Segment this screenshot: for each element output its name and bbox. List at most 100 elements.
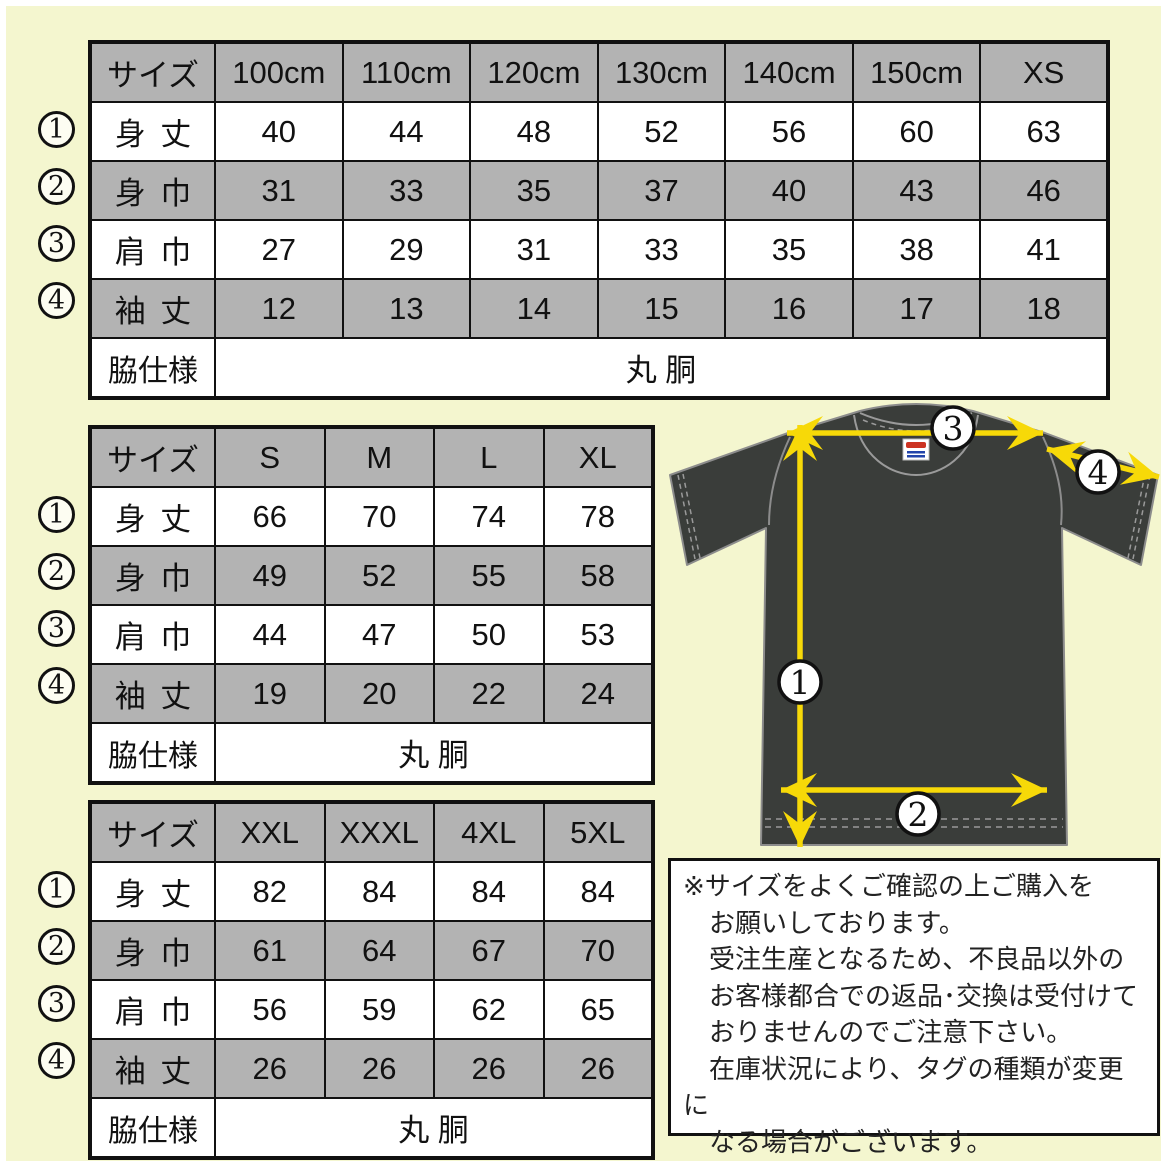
row-marker-1: 1 [38,111,75,148]
row-marker-2: 2 [38,168,75,205]
size-value: 50 [433,604,545,665]
side-spec-value: 丸 胴 [214,1097,654,1159]
row-marker-2: 2 [38,553,75,590]
size-value: 16 [724,278,854,339]
size-value: 37 [596,160,727,221]
neck-tag [902,438,930,461]
size-value: 84 [542,861,654,922]
size-value: 56 [724,101,854,162]
callout-3: 3 [930,405,976,451]
row-markers: 1 2 3 4 [4,40,75,400]
row-label: 袖 丈 [89,663,216,724]
size-value: 35 [469,160,599,221]
row-marker-1: 1 [38,496,75,533]
row-markers: 1 2 3 4 [4,800,75,1160]
row-label: 肩 巾 [89,979,216,1040]
size-value: 58 [542,545,654,606]
size-value: 46 [979,160,1109,221]
size-value: 82 [214,861,326,922]
size-column-header: 5XL [542,801,654,863]
callout-2: 2 [895,791,941,837]
size-value: 19 [214,663,326,724]
size-value: 26 [542,1038,654,1099]
size-value: 62 [433,979,545,1040]
size-header-label: サイズ [89,41,216,103]
row-label: 袖 丈 [89,1038,216,1099]
size-value: 31 [469,219,599,280]
row-marker-4: 4 [38,282,75,319]
size-value: 63 [979,101,1109,162]
row-label: 身 丈 [89,101,216,162]
size-column-header: XXXL [323,801,435,863]
row-label: 身 巾 [89,920,216,981]
side-spec-label: 脇仕様 [89,1097,216,1159]
size-value: 59 [323,979,435,1040]
callout-1: 1 [777,659,823,705]
kids-size-table: サイズ 100cm 110cm 120cm 130cm 140cm 150cm XS 身 丈 40… [88,40,1110,400]
size-value: 18 [979,278,1109,339]
size-value: 66 [214,486,326,547]
size-column-header: XXL [214,801,326,863]
size-column-header: 4XL [433,801,545,863]
svg-text:2: 2 [908,795,929,834]
row-label: 肩 巾 [89,219,216,280]
row-marker-1: 1 [38,871,75,908]
size-value: 67 [433,920,545,981]
size-value: 60 [851,101,982,162]
size-value: 64 [323,920,435,981]
size-value: 44 [341,101,472,162]
row-label: 身 丈 [89,861,216,922]
row-label: 袖 丈 [89,278,216,339]
size-value: 49 [214,545,326,606]
size-value: 14 [469,278,599,339]
size-value: 48 [469,101,599,162]
side-spec-label: 脇仕様 [89,337,216,399]
size-value: 55 [433,545,545,606]
size-value: 65 [542,979,654,1040]
row-marker-3: 3 [38,225,75,262]
note-text: ※サイズをよくご確認の上ご購入を お願いしております。 受注生産となるため、不良… [683,871,1139,1157]
size-value: 35 [724,219,854,280]
row-marker-3: 3 [38,610,75,647]
size-value: 52 [323,545,435,606]
row-markers: 1 2 3 4 [4,425,75,785]
size-table-kids: 1 2 3 4 サイズ 100cm 110cm 120cm 130cm 140cm 150cm XS… [4,40,1110,400]
row-label: 身 巾 [89,545,216,606]
row-marker-2: 2 [38,928,75,965]
size-value: 84 [433,861,545,922]
size-value: 24 [542,663,654,724]
size-value: 47 [323,604,435,665]
size-table-adult: 1 2 3 4 サイズ S M L XL 身 丈 66 70 74 78 身 巾 49 52 55 58 肩 巾 44… [4,425,655,785]
row-label: 肩 巾 [89,604,216,665]
plus-size-table: サイズ XXL XXXL 4XL 5XL 身 丈 82 84 84 84 身 巾 61 64 67 70 肩 … [88,800,655,1160]
size-value: 27 [214,219,344,280]
size-value: 41 [979,219,1109,280]
svg-text:3: 3 [943,409,964,448]
size-value: 70 [323,486,435,547]
row-label: 身 丈 [89,486,216,547]
size-value: 78 [542,486,654,547]
size-value: 53 [542,604,654,665]
size-value: 70 [542,920,654,981]
size-value: 74 [433,486,545,547]
size-value: 33 [341,160,472,221]
tshirt-diagram: 1 2 3 4 [669,403,1160,847]
size-column-header: S [214,426,326,488]
size-column-header: XL [542,426,654,488]
size-header-label: サイズ [89,426,216,488]
size-column-header: 150cm [851,41,982,103]
side-spec-label: 脇仕様 [89,722,216,784]
row-label: 身 巾 [89,160,216,221]
side-spec-value: 丸 胴 [214,722,654,784]
size-value: 31 [214,160,344,221]
size-value: 38 [851,219,982,280]
svg-text:1: 1 [790,663,811,702]
side-spec-value: 丸 胴 [214,337,1109,399]
adult-size-table: サイズ S M L XL 身 丈 66 70 74 78 身 巾 49 52 55 58 肩 巾 44 47 50 5… [88,425,655,785]
size-value: 40 [214,101,344,162]
callout-4: 4 [1075,449,1121,495]
size-column-header: 110cm [341,41,472,103]
row-marker-4: 4 [38,667,75,704]
